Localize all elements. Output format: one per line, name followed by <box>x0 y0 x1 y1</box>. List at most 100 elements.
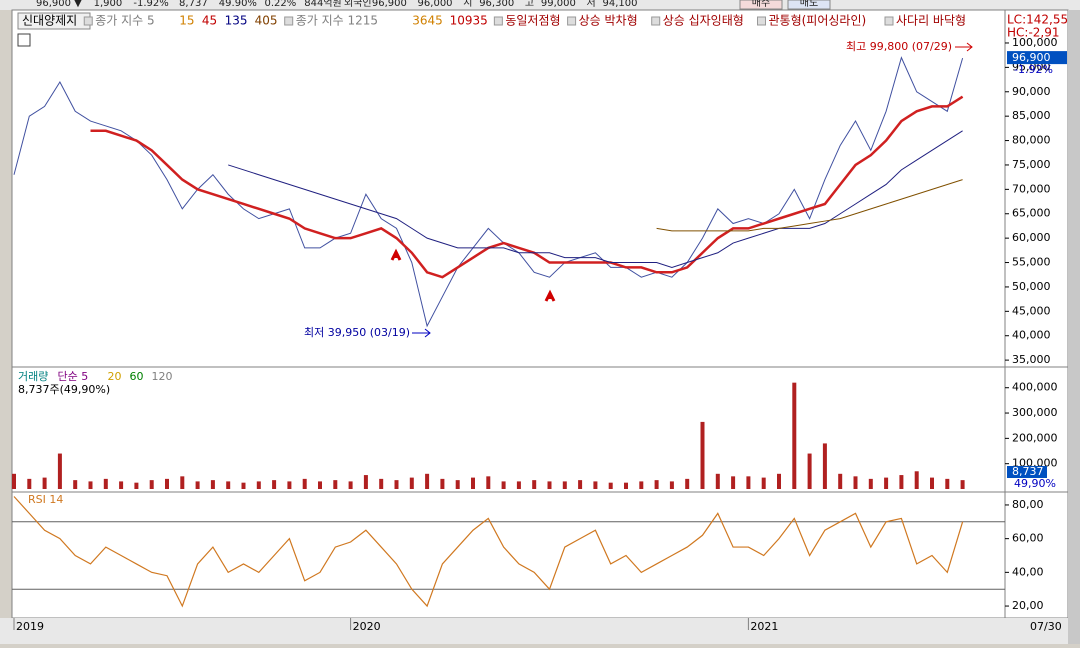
volume-legend: 20 <box>108 370 122 383</box>
high-annotation: 최고 99,800 (07/29) <box>846 40 952 53</box>
volume-bar <box>455 480 460 489</box>
volume-bar <box>210 480 215 489</box>
line-series <box>90 95 964 279</box>
y-tick-label: 40,00 <box>1012 565 1044 578</box>
volume-bar <box>88 481 93 489</box>
volume-bar <box>593 481 598 489</box>
y-tick-label: 85,000 <box>1012 109 1051 122</box>
y-tick-label: 55,000 <box>1012 256 1051 269</box>
volume-bar <box>180 476 185 489</box>
volume-legend: 60 <box>130 370 144 383</box>
current-date: 07/30 <box>1030 620 1062 633</box>
volume-bar <box>12 473 16 489</box>
header-text: 1,900 <box>94 0 123 9</box>
legend-item: 종가 지수 5 <box>95 14 154 28</box>
volume-bar <box>134 482 139 489</box>
header-text: 0.22% <box>265 0 297 9</box>
header-text: 99,000 <box>541 0 576 9</box>
current-price: 96,900 <box>1012 51 1051 64</box>
header-text: 외국인 <box>344 0 372 9</box>
trade-button[interactable] <box>787 0 831 10</box>
volume-summary: 8,737주(49,90%) <box>18 383 110 396</box>
y-tick-label: 40,000 <box>1012 329 1051 342</box>
header-text: 고 <box>525 0 534 9</box>
volume-bar <box>333 480 338 489</box>
volume-bar <box>226 481 231 489</box>
legend-item: 405 <box>255 14 278 28</box>
volume-bar <box>363 475 368 489</box>
current-volume: 8,737 <box>1012 465 1044 478</box>
y-tick-label: 65,000 <box>1012 207 1051 220</box>
current-volume-box <box>1007 466 1047 478</box>
y-tick-label: 60,000 <box>1012 231 1051 244</box>
volume-legend: 거래량 <box>18 370 48 383</box>
volume-bar <box>945 478 950 489</box>
header-text: 96,900 ▼ <box>36 0 82 9</box>
y-tick-label: 60,00 <box>1012 532 1044 545</box>
legend-check <box>884 16 894 26</box>
limit-label: HC:-2,91 <box>1007 26 1060 40</box>
volume-bar <box>195 481 200 489</box>
y-tick-label: 35,000 <box>1012 353 1051 366</box>
volume-bar <box>409 477 414 489</box>
volume-bar <box>241 482 246 489</box>
header-text: -1.92% <box>133 0 168 9</box>
y-tick-label: 90,000 <box>1012 85 1051 98</box>
current-ratio: 49,90% <box>1014 477 1056 490</box>
volume-bar <box>608 482 613 489</box>
volume-legend: 120 <box>152 370 173 383</box>
legend-item: 3645 <box>412 14 443 28</box>
legend-check <box>651 16 661 26</box>
volume-bar <box>868 478 873 489</box>
volume-bar <box>57 453 62 489</box>
volume-bar <box>394 480 399 489</box>
x-tick-label: 2020 <box>353 620 381 633</box>
volume-bar <box>532 480 537 489</box>
volume-bar <box>685 478 690 489</box>
volume-bar <box>287 481 292 489</box>
date-bar <box>0 618 1068 644</box>
signal-arrow <box>390 248 402 261</box>
volume-bar <box>471 477 475 489</box>
rsi-legend: RSI 14 <box>28 493 63 506</box>
trade-button[interactable] <box>739 0 783 10</box>
y-tick-label: 70,000 <box>1012 182 1051 195</box>
y-tick-label: 50,000 <box>1012 280 1051 293</box>
scrollbar[interactable] <box>1068 10 1080 644</box>
current-price-box <box>1007 51 1067 65</box>
legend-item: 사다리 바닥형 <box>896 14 966 28</box>
grid-icon[interactable] <box>17 33 31 47</box>
volume-bar <box>547 481 552 489</box>
x-tick-label: 2021 <box>750 620 778 633</box>
volume-bar <box>838 473 843 489</box>
volume-bar <box>42 477 47 489</box>
header-bar <box>0 0 1080 10</box>
legend-item: 상승 십자잉태형 <box>663 14 744 28</box>
legend-item: 신대양제지 <box>22 14 77 28</box>
volume-bar <box>578 480 583 489</box>
legend-item: 45 <box>202 14 217 28</box>
legend-item: 15 <box>179 14 194 28</box>
y-tick-label: 45,000 <box>1012 304 1051 317</box>
legend-item: 10935 <box>450 14 488 28</box>
button-label: 매수 <box>752 0 770 9</box>
header-text: 94,100 <box>603 0 638 9</box>
chart-area <box>11 9 1006 619</box>
header-text: 저 <box>587 0 596 9</box>
volume-bar <box>73 480 78 489</box>
header-text: 96,300 <box>479 0 514 9</box>
x-tick-label: 2019 <box>16 620 44 633</box>
legend-check <box>757 16 766 26</box>
legend-item: 상승 박차형 <box>579 14 638 28</box>
y-tick-label: 200,000 <box>1012 431 1058 444</box>
legend-item: 동일저점형 <box>505 14 560 28</box>
volume-bar <box>348 481 353 489</box>
header-text: 96,900 <box>372 0 407 9</box>
volume-bar <box>960 480 965 489</box>
volume-legend: 단순 5 <box>58 370 89 383</box>
volume-bar <box>746 476 751 489</box>
volume-bar <box>777 473 781 489</box>
volume-bar <box>27 478 32 489</box>
header-text: 8,737 <box>179 0 208 9</box>
